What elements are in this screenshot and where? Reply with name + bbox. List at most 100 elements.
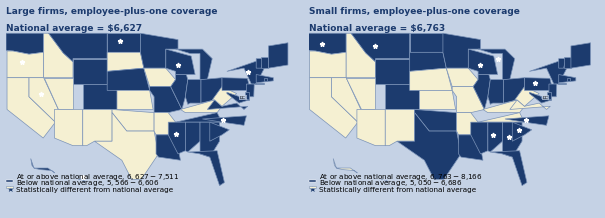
Polygon shape [107,68,149,90]
Text: Below national average, $5,566 - $6,606: Below national average, $5,566 - $6,606 [16,178,160,188]
Polygon shape [29,78,58,122]
Polygon shape [488,122,503,152]
Polygon shape [54,109,83,146]
Polygon shape [144,68,175,87]
Polygon shape [564,57,571,68]
Polygon shape [166,49,195,75]
Text: ★: ★ [6,185,13,194]
Polygon shape [212,87,237,106]
Polygon shape [222,78,250,90]
Polygon shape [452,87,485,113]
Polygon shape [473,75,490,109]
Polygon shape [525,78,553,90]
Text: National average = $6,763: National average = $6,763 [309,24,445,33]
Polygon shape [459,135,483,160]
Polygon shape [185,122,200,152]
Polygon shape [208,100,248,109]
Polygon shape [419,90,456,109]
Polygon shape [107,52,144,71]
Polygon shape [515,87,539,106]
Polygon shape [112,109,154,131]
Polygon shape [332,78,361,122]
Text: ★: ★ [309,185,316,194]
Polygon shape [457,113,478,135]
Text: Small firms, employee-plus-one coverage: Small firms, employee-plus-one coverage [309,7,520,15]
Polygon shape [154,113,175,135]
Polygon shape [548,92,551,100]
Text: DC: DC [543,96,549,100]
Polygon shape [346,33,376,78]
Polygon shape [503,78,525,103]
Polygon shape [503,122,522,157]
Polygon shape [385,84,419,109]
Polygon shape [410,33,443,52]
Polygon shape [107,33,140,52]
Polygon shape [44,78,73,109]
Polygon shape [529,59,569,84]
Polygon shape [156,135,180,160]
Polygon shape [333,158,358,173]
Polygon shape [73,59,107,84]
Polygon shape [83,181,85,182]
Polygon shape [261,57,269,68]
Polygon shape [6,33,44,54]
Polygon shape [351,33,410,62]
Polygon shape [168,122,185,154]
Polygon shape [558,83,566,84]
Text: Statistically different from national average: Statistically different from national av… [16,187,174,193]
Polygon shape [468,49,498,75]
Polygon shape [385,109,414,146]
Polygon shape [210,122,229,141]
Polygon shape [505,116,549,125]
Polygon shape [48,33,107,62]
Polygon shape [7,78,56,138]
Polygon shape [571,43,590,68]
Text: At or above national average, $6,627 - $7,511: At or above national average, $6,627 - $… [16,172,180,182]
Polygon shape [44,33,73,78]
Text: Below national average, $5,050 - $6,686: Below national average, $5,050 - $6,686 [319,178,462,188]
Polygon shape [117,90,153,109]
Polygon shape [149,87,182,113]
Polygon shape [414,109,457,131]
Polygon shape [386,181,388,182]
Polygon shape [488,80,503,104]
Text: DC: DC [240,96,246,100]
Polygon shape [269,43,288,68]
Text: National average = $6,627: National average = $6,627 [6,24,142,33]
Polygon shape [31,158,55,173]
Polygon shape [529,92,551,103]
Polygon shape [256,75,273,83]
Polygon shape [245,92,249,100]
Polygon shape [180,100,222,113]
Polygon shape [140,33,178,68]
Polygon shape [94,113,159,179]
Polygon shape [256,59,264,68]
Text: Statistically different from national average: Statistically different from national av… [319,187,476,193]
Polygon shape [83,84,117,109]
Polygon shape [446,68,478,87]
Polygon shape [201,78,222,103]
Polygon shape [203,116,246,125]
Polygon shape [357,109,385,146]
Polygon shape [510,100,551,109]
Polygon shape [310,51,346,78]
Polygon shape [549,84,557,97]
Polygon shape [7,51,44,78]
Polygon shape [185,80,201,104]
Polygon shape [83,109,112,146]
Text: At or above national average, $6,763 - $8,166: At or above national average, $6,763 - $… [319,172,483,182]
Polygon shape [490,151,527,186]
Polygon shape [410,68,452,90]
Polygon shape [171,75,188,109]
Polygon shape [410,52,446,71]
Polygon shape [376,59,410,84]
Text: Large firms, employee-plus-one coverage: Large firms, employee-plus-one coverage [6,7,218,15]
Polygon shape [310,78,358,138]
Polygon shape [471,122,488,154]
Polygon shape [188,151,224,186]
Polygon shape [443,33,480,68]
Polygon shape [255,83,264,84]
Polygon shape [478,113,525,122]
Polygon shape [478,49,515,80]
Polygon shape [246,84,254,97]
